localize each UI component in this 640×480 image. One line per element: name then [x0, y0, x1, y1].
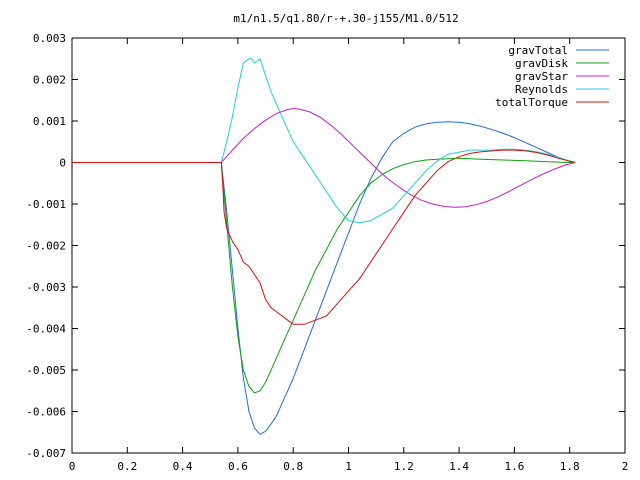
y-tick-label: -0.003 [26, 281, 66, 294]
y-tick-label: 0.001 [33, 115, 66, 128]
x-tick-label: 1.4 [449, 460, 469, 473]
x-tick-label: 0 [69, 460, 76, 473]
y-tick-label: 0.002 [33, 74, 66, 87]
x-tick-label: 0.8 [283, 460, 303, 473]
legend-label-gravTotal: gravTotal [508, 44, 568, 57]
legend: gravTotalgravDiskgravStarReynoldstotalTo… [495, 44, 609, 109]
y-tick-label: 0 [59, 157, 66, 170]
series-line-Reynolds [220, 57, 576, 224]
chart-title: m1/n1.5/q1.80/r-+.30-j155/M1.0/512 [233, 12, 458, 25]
x-tick-label: 2 [622, 460, 629, 473]
y-tick-label: -0.006 [26, 406, 66, 419]
axis-ticks: 0 0.2 0.4 0.6 0.8 1 1.2 1.4 1.6 1.8 2 0.003 0.002 0.0… [26, 32, 628, 473]
x-tick-label: 1.6 [504, 460, 524, 473]
series-line-gravStar [220, 108, 576, 208]
legend-label-totalTorque: totalTorque [495, 96, 568, 109]
y-tick-label: -0.001 [26, 198, 66, 211]
x-tick-label: 0.6 [228, 460, 248, 473]
x-tick-label: 1.8 [560, 460, 580, 473]
series-line-totalTorque [72, 149, 576, 325]
legend-label-gravDisk: gravDisk [515, 57, 568, 70]
x-tick-label: 0.2 [117, 460, 137, 473]
x-tick-label: 0.4 [173, 460, 193, 473]
series-lines [72, 57, 576, 435]
y-tick-label: -0.002 [26, 240, 66, 253]
x-tick-label: 1.2 [394, 460, 414, 473]
series-line-gravTotal [220, 121, 576, 435]
legend-label-gravStar: gravStar [515, 70, 568, 83]
y-tick-label: -0.007 [26, 447, 66, 460]
series-line-gravDisk [220, 157, 576, 394]
x-tick-label: 1 [345, 460, 352, 473]
y-tick-label: -0.005 [26, 364, 66, 377]
legend-label-Reynolds: Reynolds [515, 83, 568, 96]
y-tick-label: 0.003 [33, 32, 66, 45]
y-tick-label: -0.004 [26, 323, 66, 336]
